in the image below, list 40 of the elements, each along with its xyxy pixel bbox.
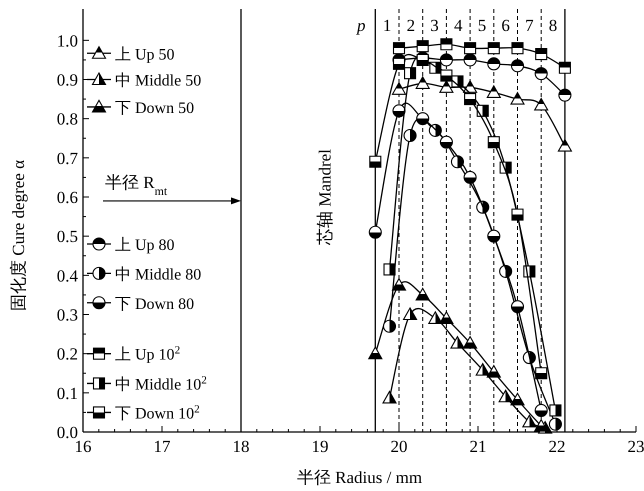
legend-label: 上 Up 10$^{2}$ [115,344,180,364]
y-tick-label: 0.7 [56,148,78,168]
x-tick-label: 18 [232,437,250,456]
legend-label: 中 Middle 50 [115,72,202,90]
legend-label: 下 Down 50 [115,100,194,117]
legend-label: 下 Down 80 [115,296,194,313]
x-tick-label: 19 [312,437,328,456]
x-tick-label: 21 [470,437,486,456]
annotation: 7 [525,16,534,35]
legend-label: 中 Middle 10$^{2}$ [115,374,207,394]
x-tick-label: 20 [390,437,408,456]
y-tick-label: 0.9 [56,70,78,90]
legend-label: 中 Middle 80 [115,265,202,284]
annotation: 芯轴 Mandrel [315,149,334,245]
legend-label: 上 Up 80 [115,236,175,254]
y-tick-label: 0.5 [56,227,78,246]
annotation: 4 [454,16,462,35]
annotation: 6 [501,16,510,35]
x-tick-label: 23 [628,437,644,456]
y-axis-title: 固化度 Cure degree α [9,160,28,311]
annotation: 3 [430,16,439,35]
y-tick-label: 0.3 [56,306,78,324]
annotation: 半径 R$_{mt}$ [103,172,241,204]
annotation: 半径 R$_{mt}$ [105,172,168,198]
annotation: 5 [478,16,486,35]
y-tick-label: 1.0 [56,31,78,50]
y-tick-label: 0.4 [56,266,78,286]
annotation: 1 [382,16,392,35]
x-axis-title: 半径 Radius / mm [296,468,422,487]
legend-label: 下 Down 10$^{2}$ [115,403,200,422]
y-tick-label: 0.1 [56,384,78,403]
y-tick-label: 0.6 [56,188,78,207]
x-tick-label: 17 [154,437,171,456]
x-tick-label: 22 [548,437,566,456]
legend-label: 上 Up 50 [115,45,175,64]
annotation: 8 [548,16,558,35]
annotation: 2 [406,16,416,35]
y-tick-label: 0.2 [56,344,78,364]
annotation: p [357,16,366,35]
y-tick-label: 0.8 [56,110,78,129]
